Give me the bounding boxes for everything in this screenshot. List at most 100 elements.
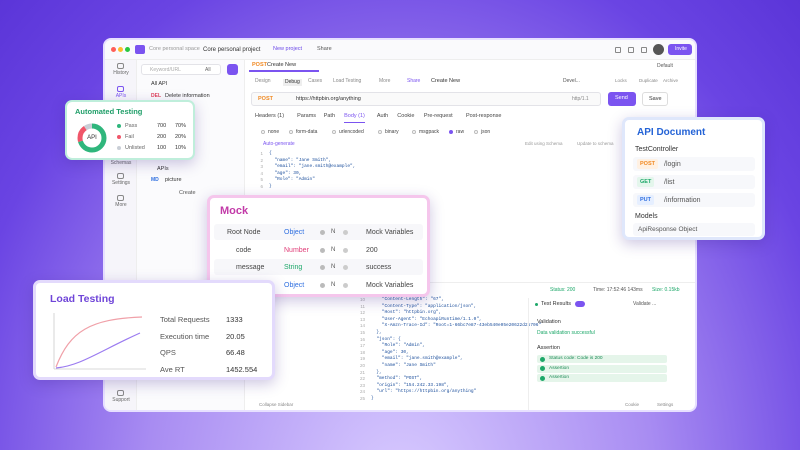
- check-dot[interactable]: [343, 230, 348, 235]
- space-name: Core personal space: [149, 46, 200, 52]
- toggle[interactable]: [575, 301, 585, 307]
- env-default[interactable]: Default: [657, 63, 673, 69]
- search-box[interactable]: Keyword/URL All: [141, 64, 221, 75]
- share[interactable]: Share: [317, 46, 332, 52]
- subtab[interactable]: Cases: [308, 78, 323, 84]
- window-dot: [111, 47, 116, 52]
- param-tab[interactable]: Pre-request: [423, 113, 453, 119]
- footer-cookie[interactable]: Cookie: [625, 402, 640, 407]
- line-number: 15: [359, 330, 365, 335]
- tab: [249, 60, 319, 72]
- radio[interactable]: [412, 130, 416, 134]
- param-tab[interactable]: Cookie: [397, 113, 415, 119]
- request-method[interactable]: POST: [258, 96, 273, 102]
- rail-label[interactable]: Support: [112, 397, 130, 403]
- legend-label: Fail: [125, 134, 134, 140]
- body-type[interactable]: form-data: [296, 129, 318, 135]
- schema-action[interactable]: Update to schema: [577, 141, 614, 146]
- collapse-sidebar[interactable]: Collapse Sidebar: [259, 402, 294, 407]
- subtab[interactable]: Design: [255, 78, 271, 84]
- radio[interactable]: [261, 130, 265, 134]
- toggle-dot[interactable]: [320, 247, 325, 253]
- method: POST: [640, 161, 655, 167]
- file-name[interactable]: picture: [165, 177, 182, 183]
- radio[interactable]: [378, 130, 382, 134]
- new-project[interactable]: New project: [273, 46, 303, 52]
- doc-action[interactable]: Archive: [663, 78, 679, 83]
- env-select[interactable]: Devel...: [563, 78, 580, 84]
- tree-root[interactable]: All API: [151, 81, 168, 87]
- rail-label[interactable]: More: [115, 202, 127, 208]
- metric-label: Ave RT: [160, 364, 185, 374]
- toggle-dot[interactable]: [320, 230, 325, 235]
- body-type[interactable]: none: [268, 129, 280, 135]
- param-tab[interactable]: Headers (1): [255, 113, 285, 119]
- model-row[interactable]: ApiResponse Object: [633, 223, 755, 236]
- method: GET: [640, 179, 652, 185]
- required: N: [331, 229, 336, 235]
- create-link[interactable]: Create: [179, 190, 196, 196]
- line-number: 5: [260, 177, 263, 182]
- check-dot[interactable]: [343, 282, 348, 288]
- auto-generate[interactable]: Auto-generate: [263, 141, 295, 147]
- automated-testing-card: Automated Testing API Pass 700 70% Fail 200 20%…: [65, 100, 195, 160]
- code-line: "User-Agent": "EchoapiRuntime/1.1.0",: [371, 316, 482, 322]
- footer-settings[interactable]: Settings: [657, 402, 674, 407]
- code-line: "Role": "Admin",: [371, 343, 426, 349]
- subtab[interactable]: Load Testing: [333, 78, 362, 84]
- send-button[interactable]: Send: [608, 92, 636, 106]
- invite-button[interactable]: Invite: [668, 44, 692, 55]
- percent: 20%: [175, 134, 187, 140]
- doc-action[interactable]: Duplicate: [639, 78, 658, 83]
- mock-value: success: [366, 264, 392, 271]
- code-line: },: [371, 330, 382, 335]
- param-tab[interactable]: Path: [323, 113, 336, 119]
- required: N: [331, 246, 336, 253]
- subtab[interactable]: More: [379, 78, 391, 84]
- project-name[interactable]: Core personal project: [203, 46, 261, 53]
- endpoint-row[interactable]: POST/login: [633, 157, 755, 171]
- metric-label: Total Requests: [160, 315, 210, 324]
- check-dot[interactable]: [343, 265, 348, 270]
- body-type[interactable]: raw: [456, 129, 465, 135]
- param-tab[interactable]: Post-response: [466, 113, 502, 119]
- param-tab[interactable]: Body (1): [344, 113, 365, 123]
- body-type[interactable]: urlencoded: [339, 129, 364, 135]
- radio[interactable]: [289, 130, 293, 134]
- donut-center: API: [87, 135, 97, 141]
- code-line: "Content-Type": "application/json",: [371, 303, 477, 309]
- request-url[interactable]: https://httpbin.org/anything: [296, 96, 361, 102]
- endpoint-row[interactable]: PUT/information: [633, 193, 755, 207]
- size: Size: 0.15kb: [652, 287, 680, 293]
- param-tab[interactable]: Params: [297, 113, 317, 119]
- param-tab[interactable]: Auth: [376, 113, 389, 119]
- folder-name[interactable]: APIs: [157, 166, 169, 172]
- body-type[interactable]: msgpack: [419, 129, 440, 135]
- path: /list: [664, 179, 675, 186]
- validate-select[interactable]: Validate ...: [633, 301, 657, 307]
- field-name: Root Node: [227, 229, 261, 236]
- rail-label[interactable]: Settings: [111, 180, 131, 186]
- doc-action[interactable]: Locks: [615, 78, 627, 83]
- rail-label[interactable]: History: [113, 70, 129, 76]
- url-bar: POST https://httpbin.org/anything http/1.1: [251, 92, 601, 106]
- rail-label[interactable]: APIs: [115, 93, 127, 99]
- doc-share[interactable]: Share: [407, 78, 421, 84]
- rail-label[interactable]: Schemas: [110, 160, 132, 166]
- save-button[interactable]: Save: [642, 92, 668, 106]
- subtab[interactable]: Debug: [283, 79, 302, 86]
- body-type[interactable]: binary: [385, 129, 399, 135]
- toggle-dot[interactable]: [320, 282, 325, 288]
- radio[interactable]: [449, 130, 453, 134]
- protocol[interactable]: http/1.1: [572, 96, 589, 102]
- toggle-dot[interactable]: [320, 265, 325, 270]
- radio[interactable]: [474, 130, 478, 134]
- legend-dot: [117, 146, 121, 150]
- radio[interactable]: [332, 130, 336, 134]
- tab-name[interactable]: Create New: [267, 62, 297, 68]
- body-type[interactable]: json: [481, 129, 491, 135]
- schema-action[interactable]: Edit using Schema: [525, 141, 563, 146]
- endpoint-row[interactable]: GET/list: [633, 175, 755, 189]
- api-name[interactable]: Delete information: [165, 93, 210, 99]
- check-dot[interactable]: [343, 247, 348, 253]
